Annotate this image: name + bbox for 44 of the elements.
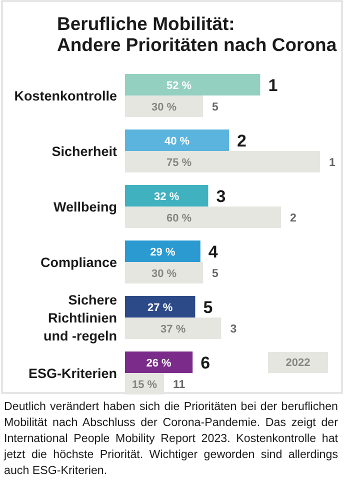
bar xyxy=(125,352,193,373)
annotation: 4 xyxy=(208,242,218,262)
y-tick-label: Sicherheit xyxy=(52,144,118,159)
annotation: Deutlich verändert haben sich die Prioritäten bei der beruflichen Mobilität nach Abschluss der Corona-Pandemie. Das zeigt der International People Mobility Report 2023. Kostenkontrolle hat jetzt die höchste Priorität. Wichtiger geworden sind allerdings auch ESG-Kriterien. xyxy=(2,399,339,479)
annotation: 1 xyxy=(268,76,278,95)
data-label: 52 % xyxy=(166,80,192,92)
chart-title: Berufliche Mobilität: Andere Prioritäten nach Corona xyxy=(57,13,338,55)
annotation: 3 xyxy=(216,186,226,206)
annotation: 5 xyxy=(212,101,219,114)
y-tick-label: Wellbeing xyxy=(53,200,117,214)
data-label: 29 % xyxy=(150,246,176,258)
data-label: 30 % xyxy=(151,101,177,114)
data-label: 37 % xyxy=(160,323,186,336)
annotation: 5 xyxy=(212,268,219,280)
data-label: 32 % xyxy=(154,190,180,203)
bar xyxy=(125,296,196,318)
data-label: 75 % xyxy=(166,156,192,169)
bar xyxy=(125,96,203,117)
data-label: 40 % xyxy=(164,135,190,148)
annotation: 2 xyxy=(237,131,246,150)
y-tick-label: Compliance xyxy=(40,255,118,270)
bar xyxy=(125,262,203,284)
annotation: 1 xyxy=(329,156,336,169)
data-label: 30 % xyxy=(151,268,177,280)
data-label: 26 % xyxy=(146,357,172,370)
y-tick-label: Kostenkontrolle xyxy=(14,88,118,104)
annotation: 11 xyxy=(173,378,186,391)
legend-swatch: 2022 xyxy=(268,352,328,373)
annotation: 5 xyxy=(203,298,213,317)
annotation: 6 xyxy=(200,353,210,372)
bar xyxy=(125,74,260,96)
annotation: 2 xyxy=(290,212,296,224)
bar xyxy=(125,130,229,151)
annotation: 3 xyxy=(230,323,237,336)
y-tick-label: ESG-Kriterien xyxy=(28,366,117,381)
bar xyxy=(125,151,320,172)
data-label: 15 % xyxy=(132,378,158,391)
data-label: 60 % xyxy=(166,212,192,224)
y-tick-label: Sichere Richtlinien und -regeln xyxy=(44,292,118,344)
bar xyxy=(125,318,222,339)
bar xyxy=(125,240,200,262)
data-label: 27 % xyxy=(148,302,173,314)
bar xyxy=(125,206,281,228)
bar xyxy=(125,185,208,206)
